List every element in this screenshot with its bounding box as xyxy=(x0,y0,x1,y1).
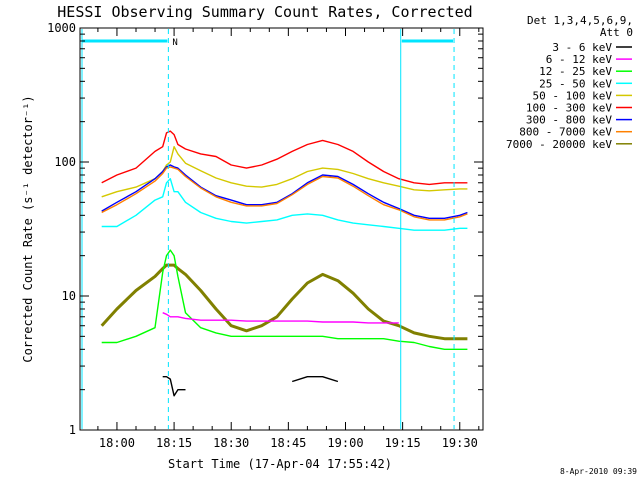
x-tick-label: 18:15 xyxy=(156,436,192,450)
marker-layer: N xyxy=(81,29,455,429)
x-tick-label: 19:00 xyxy=(327,436,363,450)
chart-title: HESSI Observing Summary Count Rates, Cor… xyxy=(57,3,472,21)
x-axis: 18:00 18:15 18:30 18:45 19:00 19:15 19:30 xyxy=(97,28,480,450)
legend-entry-label: 7000 - 20000 keV xyxy=(506,138,612,151)
series-line-100-300-kev xyxy=(101,130,468,186)
series-line-300-800-kev xyxy=(101,164,468,219)
legend-entry-label: 12 - 25 keV xyxy=(539,65,612,78)
y-tick-label: 100 xyxy=(54,155,76,169)
series-layer xyxy=(100,130,468,397)
x-tick-label: 18:00 xyxy=(99,436,135,450)
timestamp: 8-Apr-2010 09:39 xyxy=(560,467,637,476)
series-line-12-25-kev xyxy=(101,249,468,350)
legend-entry-label: 25 - 50 keV xyxy=(539,77,612,90)
night-marker-label: N xyxy=(172,38,177,48)
series-line-50-100-kev xyxy=(101,146,468,198)
x-tick-label: 18:30 xyxy=(213,436,249,450)
series-line-7000-20000-kev xyxy=(100,263,468,341)
legend-entry-label: 6 - 12 keV xyxy=(546,53,613,66)
series-line-6-12-kev xyxy=(162,312,399,324)
series-line-25-50-kev xyxy=(101,178,468,231)
plot-frame xyxy=(79,27,484,431)
legend-header-line-1: Det 1,3,4,5,6,9, xyxy=(527,14,633,27)
y-tick-label: 1 xyxy=(69,423,76,437)
legend-entry-label: 50 - 100 keV xyxy=(533,89,613,102)
y-axis-label: Corrected Count Rate (s⁻¹ detector⁻¹) xyxy=(21,95,35,362)
legend-entry-label: 3 - 6 keV xyxy=(552,41,612,54)
x-tick-label: 19:30 xyxy=(442,436,478,450)
x-axis-label: Start Time (17-Apr-04 17:55:42) xyxy=(168,457,392,471)
x-tick-label: 18:45 xyxy=(270,436,306,450)
series-line-800-7000-kev xyxy=(101,166,468,221)
legend-entry-label: 800 - 7000 keV xyxy=(519,126,612,139)
y-tick-label: 10 xyxy=(62,289,76,303)
legend-header-line-2: Att 0 xyxy=(600,26,633,39)
y-tick-label: 1000 xyxy=(47,21,76,35)
legend-entry-label: 100 - 300 keV xyxy=(526,102,612,115)
series-line-3-6-kev xyxy=(162,376,339,397)
y-axis: 1 10 100 1000 xyxy=(47,21,483,437)
x-tick-label: 19:15 xyxy=(385,436,421,450)
legend-entry-label: 300 - 800 keV xyxy=(526,114,612,127)
